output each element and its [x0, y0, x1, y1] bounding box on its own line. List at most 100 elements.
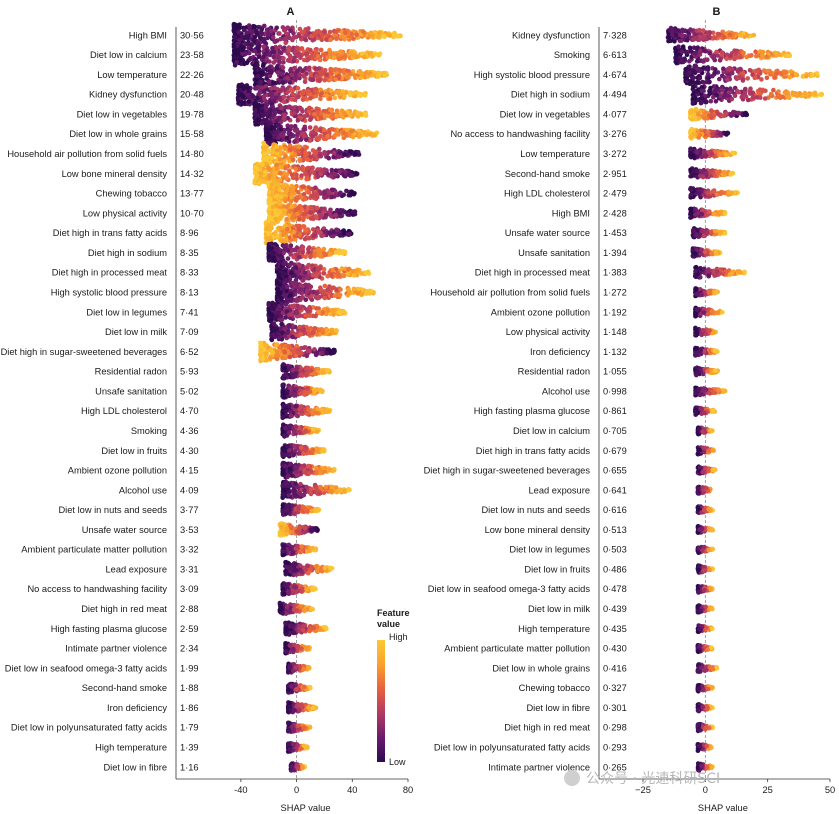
shap-dot: [314, 332, 320, 337]
shap-dot: [325, 133, 331, 139]
shap-dot: [289, 304, 295, 309]
shap-dot: [263, 111, 268, 117]
shap-dot: [297, 223, 302, 229]
shap-dot: [258, 32, 264, 37]
shap-dot: [293, 77, 298, 83]
shap-dot: [337, 292, 343, 298]
shap-dot: [231, 22, 237, 27]
shap-dot: [233, 35, 239, 41]
shap-dot: [339, 29, 345, 35]
shap-dot: [260, 85, 265, 91]
shap-dot: [329, 71, 335, 76]
shap-dot: [336, 73, 342, 78]
shap-dot: [305, 274, 310, 280]
shap-dot: [308, 216, 314, 221]
shap-dot: [310, 263, 315, 269]
shap-dot: [274, 25, 280, 31]
shap-dot: [300, 245, 306, 250]
shap-dot: [282, 210, 287, 216]
feature-name: Diet high in processed meat: [52, 268, 168, 278]
shap-dot: [240, 94, 246, 99]
shap-dot: [387, 33, 393, 38]
shap-dot: [288, 147, 293, 152]
shap-dot: [296, 451, 301, 456]
shap-dot: [329, 126, 335, 132]
shap-dot: [240, 47, 245, 53]
shap-dot: [350, 134, 356, 140]
shap-dot: [292, 233, 298, 239]
shap-dot: [321, 127, 327, 133]
shap-dot: [297, 350, 303, 356]
shap-dot: [277, 31, 282, 36]
shap-dot: [302, 114, 307, 119]
shap-dot: [331, 350, 337, 355]
shap-dot: [320, 310, 326, 315]
shap-dot: [303, 254, 308, 259]
shap-dot: [267, 196, 273, 201]
shap-dot: [283, 198, 288, 204]
shap-dot: [300, 109, 305, 114]
feature-name: High LDL cholesterol: [81, 406, 167, 416]
shap-dot: [284, 135, 290, 141]
shap-dot: [318, 116, 324, 121]
shap-dot: [322, 465, 328, 471]
shap-dot: [292, 139, 297, 145]
shap-dot: [396, 34, 401, 39]
shap-dot: [259, 161, 264, 167]
shap-dot: [293, 424, 299, 430]
shap-dot: [267, 52, 272, 58]
mean-shap-value: 15·58: [180, 129, 204, 139]
shap-dots: [263, 121, 380, 147]
shap-dot: [253, 119, 258, 125]
shap-dot: [328, 37, 333, 43]
shap-dot: [302, 270, 308, 276]
shap-dot: [296, 217, 302, 222]
feature-row: Kidney dysfunction 20·48: [89, 82, 368, 107]
shap-dot: [304, 288, 310, 294]
shap-dot: [328, 88, 334, 94]
shap-dot: [286, 344, 292, 349]
shap-dot: [307, 245, 312, 250]
shap-dot: [346, 288, 352, 294]
shap-dot: [338, 208, 344, 213]
feature-row: Diet low in vegetables 19·78: [77, 101, 369, 127]
shap-dot: [308, 71, 314, 76]
shap-dot: [272, 85, 278, 91]
shap-dot: [302, 196, 308, 202]
shap-dot: [288, 87, 294, 92]
shap-dot: [336, 248, 342, 253]
shap-dots: [235, 82, 368, 107]
shap-dot: [315, 174, 321, 179]
shap-dot: [333, 29, 339, 34]
shap-dot: [274, 234, 280, 239]
shap-dot: [283, 302, 289, 307]
shap-dot: [359, 271, 364, 276]
shap-dot: [301, 345, 307, 351]
shap-dot: [246, 50, 252, 56]
shap-dot: [261, 179, 267, 184]
shap-dot: [277, 97, 283, 102]
shap-dot: [234, 60, 239, 65]
shap-dot: [295, 85, 301, 91]
feature-name: Alcohol use: [119, 485, 167, 495]
shap-dot: [274, 349, 280, 354]
shap-dot: [282, 349, 288, 355]
shap-dot: [298, 115, 304, 121]
shap-dot: [281, 116, 287, 121]
mean-shap-value: 19·78: [180, 109, 204, 119]
shap-dot: [318, 468, 323, 473]
shap-dot: [231, 52, 237, 58]
shap-dot: [280, 330, 285, 335]
shap-dot: [355, 110, 361, 116]
shap-dot: [252, 102, 258, 108]
shap-dot: [295, 118, 301, 123]
shap-dot: [275, 70, 281, 75]
shap-dot: [265, 122, 270, 128]
shap-dot: [289, 72, 295, 78]
mean-shap-value: 4·30: [180, 446, 199, 456]
shap-dot: [297, 275, 303, 280]
shap-dot: [305, 463, 311, 469]
shap-dot: [276, 135, 281, 140]
shap-dot: [306, 109, 312, 114]
